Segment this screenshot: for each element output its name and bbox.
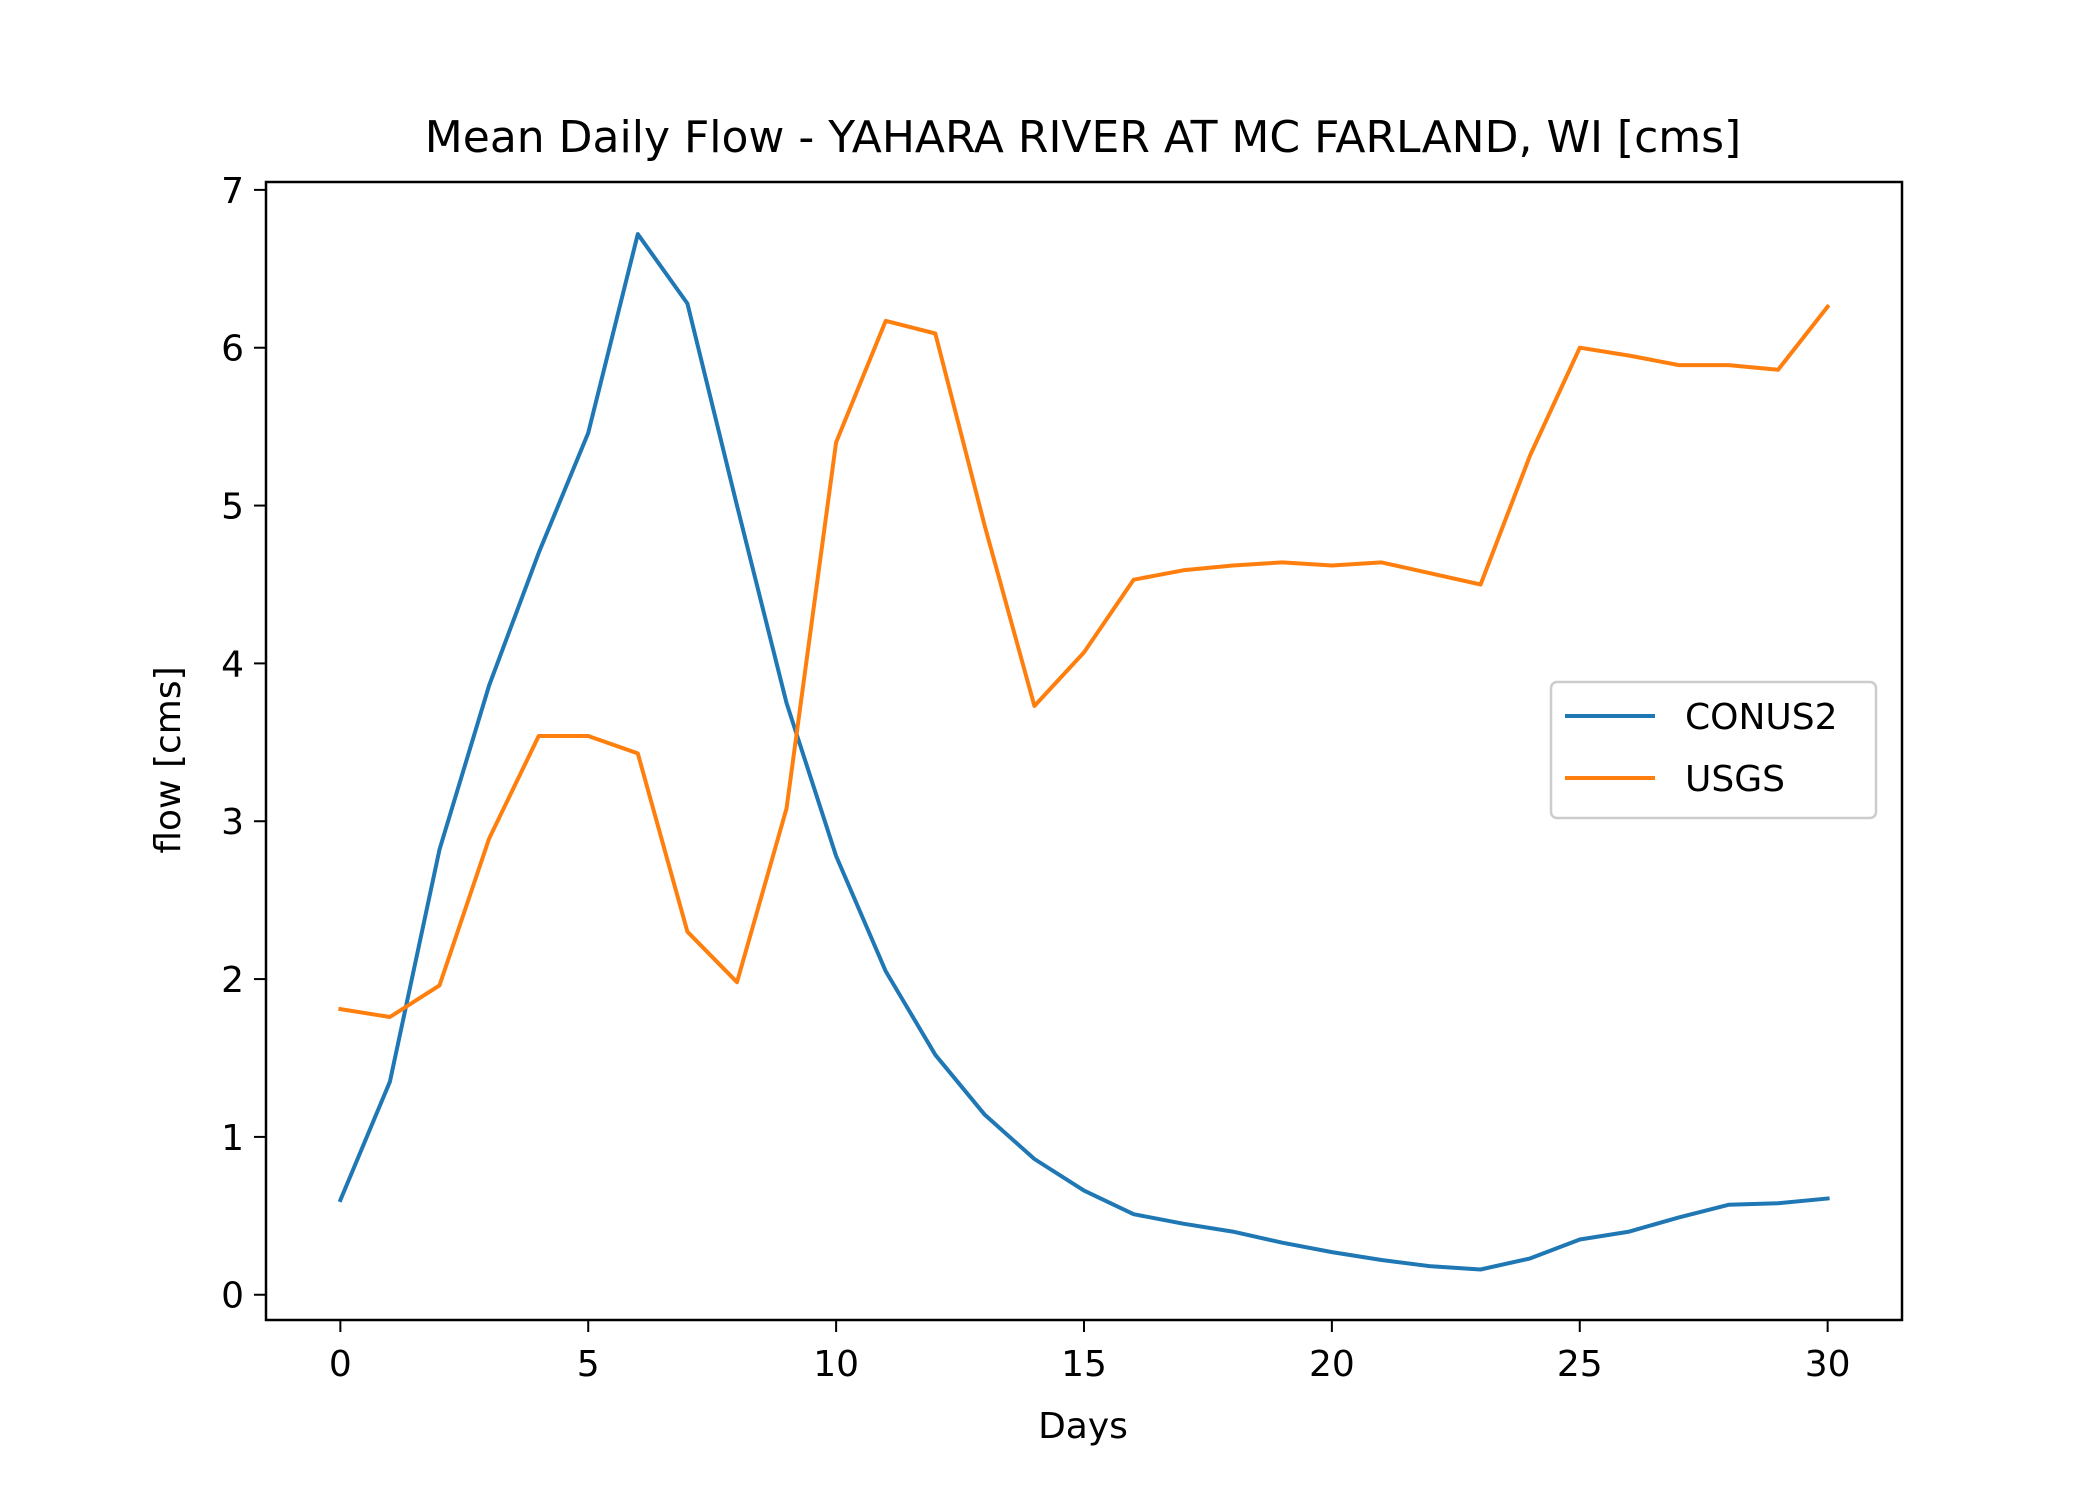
x-axis-label: Days	[1038, 1406, 1128, 1447]
x-tick-label: 30	[1805, 1344, 1851, 1385]
legend: CONUS2 USGS	[1549, 680, 1878, 820]
y-tick-label: 6	[221, 329, 244, 370]
plot-area: 0 5 10 15 20 25 30 0 1 2 3 4 5 6 7	[221, 171, 1904, 1385]
series-line-conus2	[337, 232, 1830, 1272]
y-tick-label: 3	[221, 802, 244, 843]
chart-title: Mean Daily Flow - YAHARA RIVER AT MC FAR…	[425, 112, 1741, 163]
series-line-usgs	[338, 303, 1831, 1019]
x-tick-label: 5	[577, 1344, 600, 1385]
y-tick-label: 4	[221, 644, 244, 685]
x-tick-label: 20	[1309, 1344, 1355, 1385]
y-tick-label: 1	[221, 1118, 244, 1159]
y-tick-label: 0	[221, 1276, 244, 1317]
x-tick-label: 25	[1557, 1344, 1603, 1385]
x-tick-label: 10	[813, 1344, 859, 1385]
legend-label-conus2: CONUS2	[1685, 697, 1838, 738]
y-axis-label: flow [cms]	[148, 666, 189, 853]
x-tick-label: 0	[329, 1344, 352, 1385]
y-tick-label: 7	[221, 171, 244, 212]
x-tick-label: 15	[1061, 1344, 1107, 1385]
y-tick-label: 5	[221, 487, 244, 528]
legend-label-usgs: USGS	[1685, 759, 1785, 800]
y-tick-label: 2	[221, 960, 244, 1001]
